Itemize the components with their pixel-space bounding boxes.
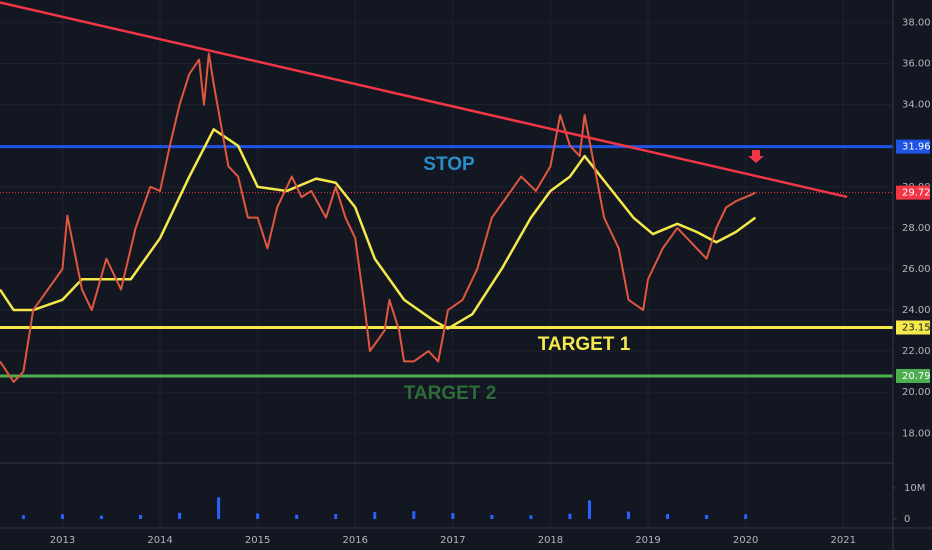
volume-bar xyxy=(21,515,25,519)
x-tick-label: 2018 xyxy=(538,535,563,546)
y-tick-label: 36.00 xyxy=(902,59,931,70)
volume-bar xyxy=(295,514,299,519)
volume-bar xyxy=(334,514,338,519)
annotation: STOP xyxy=(423,154,475,175)
y-tick-label: 10M xyxy=(904,483,925,494)
price-tag-label: 23.15 xyxy=(902,323,931,334)
price-tag xyxy=(896,139,930,154)
volume-bar xyxy=(139,514,143,519)
axis: 18.0020.0022.0024.0026.0028.0030.0032.00… xyxy=(50,18,931,546)
y-tick-label: 28.00 xyxy=(902,223,931,234)
y-tick-label: 22.00 xyxy=(902,346,931,357)
x-tick-label: 2014 xyxy=(147,535,172,546)
x-tick-label: 2015 xyxy=(245,535,270,546)
x-tick-label: 2020 xyxy=(733,535,758,546)
annotation: TARGET 1 xyxy=(538,334,631,355)
price-tag xyxy=(896,320,930,335)
volume-bar xyxy=(666,514,670,519)
volume-bar xyxy=(256,513,260,519)
x-tick-label: 2019 xyxy=(635,535,660,546)
volume-bar xyxy=(490,514,494,519)
x-tick-label: 2016 xyxy=(343,535,368,546)
trendline xyxy=(0,1,848,199)
plot xyxy=(0,1,893,519)
volume-bar xyxy=(627,511,631,519)
price-tag-label: 20.79 xyxy=(902,371,931,382)
volume-bar xyxy=(451,513,455,519)
volume-bar xyxy=(744,514,748,519)
price-tag xyxy=(896,368,930,383)
volume-bar xyxy=(217,497,221,519)
volume-bar xyxy=(373,512,377,519)
volume-bar xyxy=(705,514,709,519)
price-tag-label: 31.96 xyxy=(902,142,931,153)
y-tick-label: 26.00 xyxy=(902,264,931,275)
volume-bar xyxy=(412,511,416,519)
volume-bar xyxy=(178,512,182,519)
y-tick-label: 24.00 xyxy=(902,305,931,316)
volume-bar xyxy=(60,514,64,519)
volume-bar xyxy=(529,515,533,519)
price-line xyxy=(0,52,756,383)
price-tag-label: 29.72 xyxy=(902,188,931,199)
y-tick-label: 34.00 xyxy=(902,100,931,111)
annotation: TARGET 2 xyxy=(404,383,497,404)
moving-average xyxy=(0,128,757,330)
y-tick-label: 38.00 xyxy=(902,18,931,29)
volume-bar xyxy=(568,513,572,519)
y-tick-label: 20.00 xyxy=(902,387,931,398)
grid xyxy=(0,0,893,528)
arrow-marker xyxy=(748,150,764,163)
x-tick-label: 2013 xyxy=(50,535,75,546)
x-tick-label: 2021 xyxy=(830,535,855,546)
volume-bar xyxy=(99,515,103,519)
volume-bar xyxy=(587,500,591,519)
y-tick-label: 0 xyxy=(904,514,910,525)
price-tag xyxy=(896,185,930,200)
x-tick-label: 2017 xyxy=(440,535,465,546)
y-tick-label: 18.00 xyxy=(902,428,931,439)
